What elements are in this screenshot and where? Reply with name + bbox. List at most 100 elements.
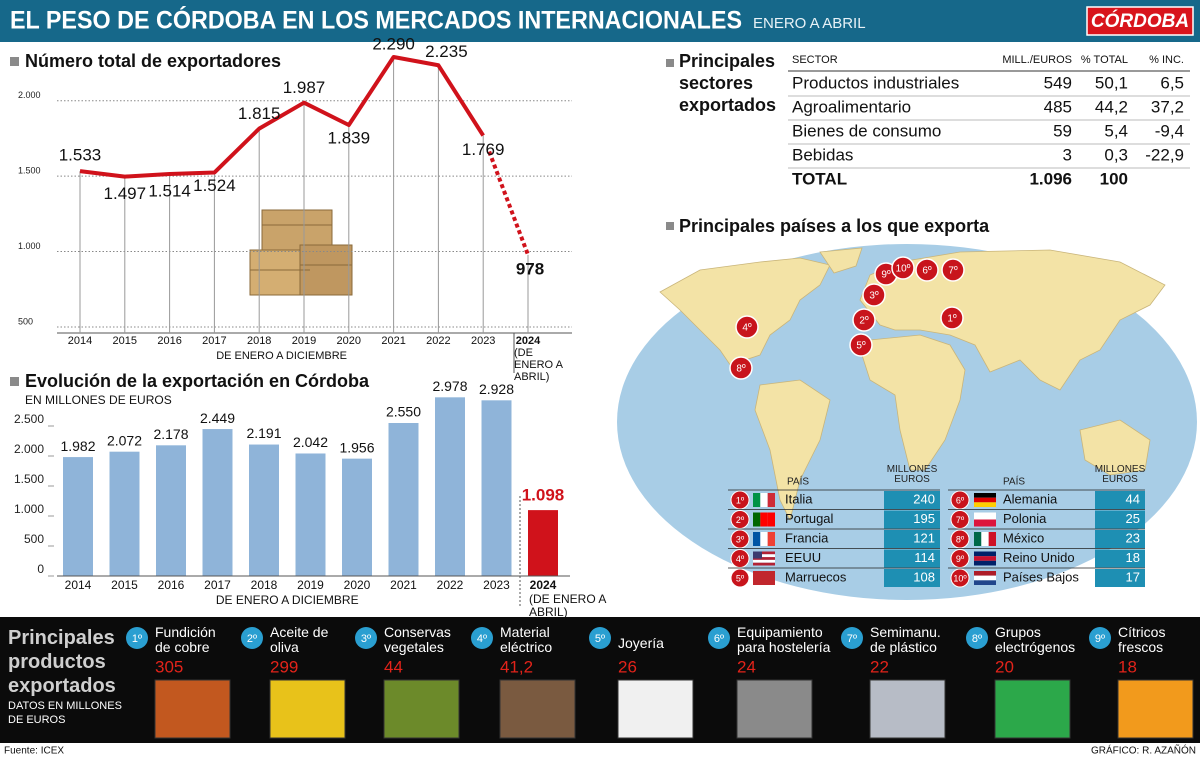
- rank-badge: [950, 568, 970, 588]
- flag: [767, 493, 775, 507]
- product-value: 305: [155, 657, 183, 676]
- value-box: [884, 569, 940, 587]
- brand: CÓRDOBA: [1091, 10, 1189, 32]
- column-header: MILLONES EUROS: [1094, 464, 1146, 485]
- page-subtitle: ENERO A ABRIL: [753, 15, 866, 32]
- map-marker-rank: 6º: [922, 266, 932, 277]
- product-photo: [1117, 679, 1194, 739]
- bar: [156, 445, 186, 576]
- table-cell: Productos industriales: [792, 73, 959, 92]
- value-box: [1095, 569, 1145, 587]
- rank: 2º: [247, 633, 257, 645]
- category-note: (DE ENERO A ABRIL): [514, 347, 563, 383]
- flag: [753, 562, 775, 566]
- product-photo: [154, 679, 231, 739]
- rank-badge: [471, 627, 493, 649]
- y-tick-label: 0: [37, 562, 44, 576]
- product-name: Cítricos frescos: [1118, 624, 1166, 655]
- x-tick-label: 2016: [158, 578, 185, 592]
- rank: 10º: [953, 573, 967, 583]
- table-cell: 3: [1063, 145, 1072, 164]
- map-marker-rank: 1º: [947, 314, 957, 325]
- rank-badge: [950, 549, 970, 568]
- flag: [974, 502, 996, 507]
- product-name: Semimanu. de plástico: [870, 624, 941, 655]
- map-marker-rank: 7º: [948, 266, 958, 277]
- table-cell: 100: [1100, 169, 1128, 188]
- value-label: 2.235: [425, 42, 468, 61]
- country-name: Alemania: [1003, 491, 1058, 506]
- rank: 8º: [972, 633, 982, 645]
- value-label: 2.042: [293, 434, 328, 450]
- map-marker-rank: 5º: [856, 341, 866, 352]
- product-value: 20: [995, 657, 1014, 676]
- flag: [974, 575, 996, 581]
- value-label: 1.514: [148, 182, 191, 201]
- rank: 3º: [736, 534, 745, 544]
- rank-badge: [950, 510, 970, 529]
- map-marker-rank: 9º: [881, 270, 891, 281]
- value-label: 2.449: [200, 410, 235, 426]
- value-label: 2.178: [153, 426, 188, 442]
- rank-badge: [730, 529, 750, 549]
- x-tick-label: 2015: [113, 335, 137, 347]
- value-box: [884, 510, 940, 529]
- rank-badge: [730, 568, 750, 588]
- section-title: Principales países a los que exporta: [679, 216, 990, 236]
- country-name: Polonia: [1003, 511, 1047, 526]
- x-tick-label: 2019: [292, 335, 316, 347]
- flag: [753, 532, 761, 546]
- section-title: Evolución de la exportación en Córdoba: [25, 371, 370, 391]
- country-value: 240: [913, 491, 935, 506]
- rank-badge: [241, 627, 263, 649]
- map-marker: [852, 308, 876, 332]
- rank: 1º: [132, 633, 142, 645]
- product-value: 24: [737, 657, 756, 676]
- table-cell: 485: [1044, 97, 1072, 116]
- flag: [760, 512, 768, 527]
- x-tick-label: 2018: [247, 335, 271, 347]
- bar: [63, 457, 93, 576]
- map-marker-rank: 4º: [742, 323, 752, 334]
- rank: 4º: [477, 633, 487, 645]
- column-header: PAÍS: [787, 475, 809, 488]
- value-box: [884, 491, 940, 509]
- product-value: 18: [1118, 657, 1137, 676]
- product-name: Aceite de oliva: [270, 624, 329, 655]
- value-box: [884, 530, 940, 548]
- product-photo: [736, 679, 813, 739]
- products-title: Principales productos exportados: [8, 627, 116, 697]
- map-marker: [891, 256, 915, 280]
- map-marker: [849, 333, 873, 357]
- country-name: Países Bajos: [1003, 569, 1079, 584]
- flag: [753, 493, 761, 507]
- map-marker: [862, 283, 886, 307]
- bar: [435, 397, 465, 576]
- country-value: 44: [1126, 491, 1140, 506]
- country-value: 114: [914, 550, 935, 565]
- country-name: México: [1003, 530, 1044, 545]
- rank-badge: [966, 627, 988, 649]
- product-name: Fundición de cobre: [155, 624, 216, 655]
- table-cell: 44,2: [1095, 97, 1128, 116]
- table-cell: Agroalimentario: [792, 97, 911, 116]
- map-marker-rank: 3º: [869, 291, 879, 302]
- products-subtitle: DATOS EN MILLONES DE EUROS: [8, 700, 122, 726]
- y-tick-label: 1.000: [18, 241, 41, 251]
- bar: [342, 458, 372, 576]
- product-name: Joyería: [618, 635, 664, 651]
- flag: [753, 512, 761, 527]
- rank-badge: [730, 490, 750, 510]
- flag: [974, 512, 996, 520]
- rank: 9º: [1095, 633, 1105, 645]
- x-tick-label: 2023: [483, 578, 510, 592]
- flag: [760, 532, 768, 546]
- value-label: 1.839: [328, 128, 371, 147]
- flag: [753, 571, 775, 585]
- bar: [388, 423, 419, 576]
- map-marker: [940, 306, 964, 330]
- map-marker-rank: 10º: [896, 264, 911, 275]
- x-axis-label: DE ENERO A DICIEMBRE: [216, 350, 347, 362]
- rank-badge: [355, 627, 377, 649]
